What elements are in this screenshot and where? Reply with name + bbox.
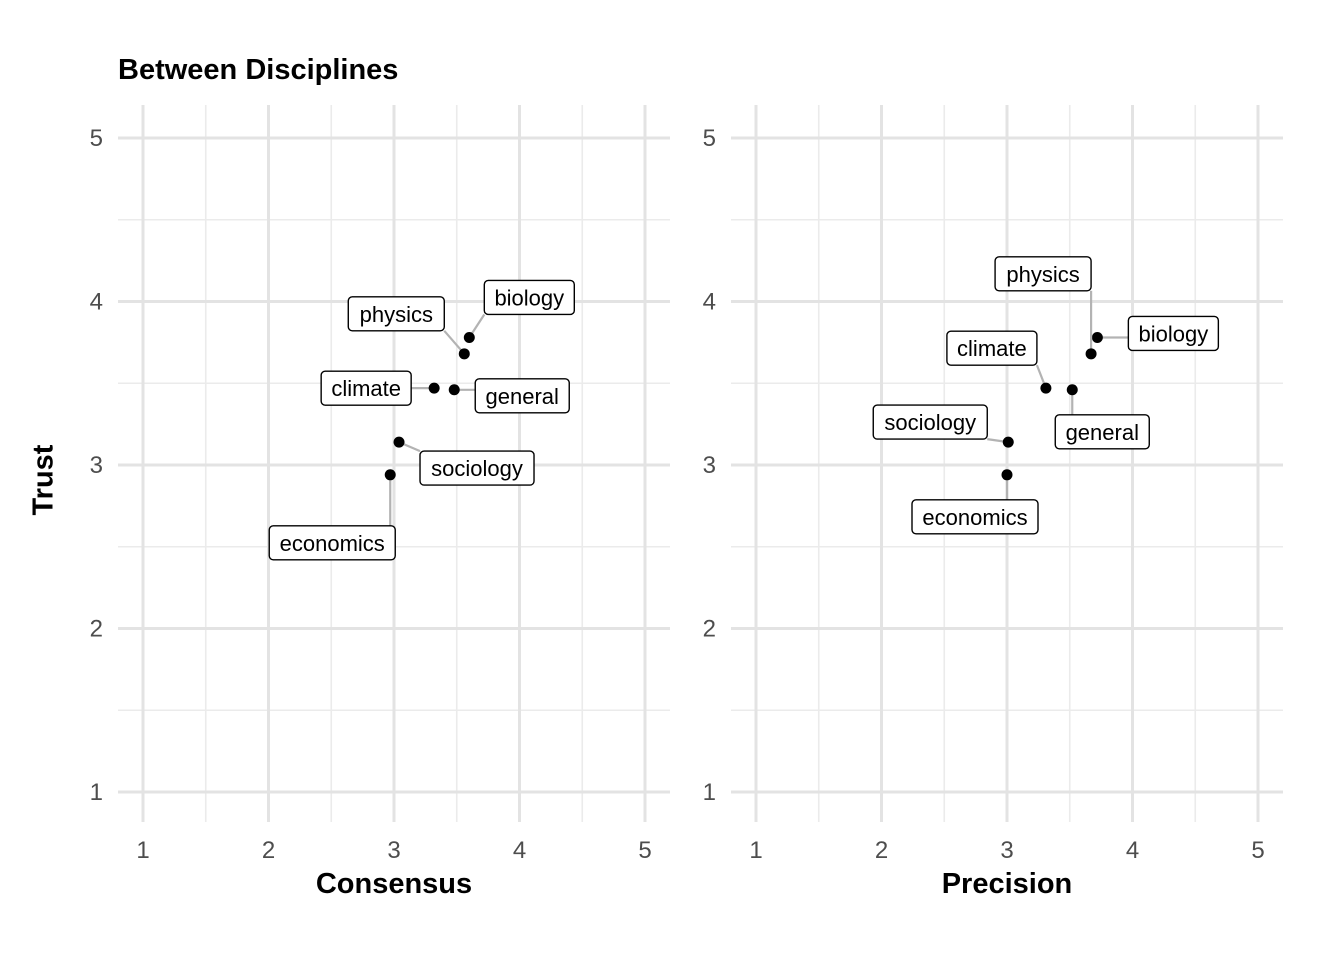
label-box-climate — [320, 370, 412, 406]
data-point-economics — [1001, 469, 1013, 481]
panel-precision: 1 2 3 4 5 1 2 3 4 5 Precision biology physics climate… — [703, 105, 1283, 900]
label-box-sociology — [419, 450, 535, 486]
x-tick-label: 4 — [513, 837, 526, 864]
y-tick-label: 5 — [703, 125, 716, 152]
x-tick-label: 5 — [1251, 837, 1264, 864]
x-tick-label: 1 — [136, 837, 149, 864]
x-tick-label: 2 — [262, 837, 275, 864]
point-label-general: general — [486, 384, 559, 409]
label-box-economics — [911, 499, 1039, 535]
point-label-climate: climate — [331, 376, 401, 401]
x-tick-label: 4 — [1126, 837, 1139, 864]
data-point-biology — [463, 331, 475, 343]
data-point-physics — [1085, 348, 1097, 360]
y-tick-label: 3 — [703, 452, 716, 479]
chart-title: Between Disciplines — [118, 54, 399, 86]
y-tick-label: 4 — [90, 289, 103, 316]
data-point-sociology — [1002, 436, 1014, 448]
x-tick-label: 3 — [1000, 837, 1013, 864]
point-label-biology: biology — [1139, 321, 1209, 346]
x-axis-label: Consensus — [316, 868, 472, 900]
y-tick-label: 4 — [703, 289, 716, 316]
data-point-climate — [1040, 382, 1052, 394]
point-label-sociology: sociology — [431, 456, 523, 481]
point-label-physics: physics — [1006, 262, 1079, 287]
data-point-sociology — [393, 436, 405, 448]
y-tick-label: 2 — [90, 616, 103, 643]
data-point-climate — [428, 382, 440, 394]
x-axis-label: Precision — [942, 868, 1073, 900]
point-label-general: general — [1066, 420, 1139, 445]
point-label-physics: physics — [360, 302, 433, 327]
label-box-general — [1054, 414, 1150, 450]
label-box-climate — [946, 330, 1038, 366]
point-label-sociology: sociology — [884, 410, 976, 435]
label-box-physics — [994, 256, 1092, 292]
x-tick-label: 3 — [387, 837, 400, 864]
x-tick-label: 2 — [875, 837, 888, 864]
x-tick-label: 5 — [638, 837, 651, 864]
label-box-economics — [268, 525, 396, 561]
data-point-biology — [1091, 331, 1103, 343]
data-point-general — [448, 384, 460, 396]
y-tick-label: 2 — [703, 616, 716, 643]
point-label-economics: economics — [280, 531, 385, 556]
y-tick-label: 1 — [703, 779, 716, 806]
data-point-general — [1066, 384, 1078, 396]
label-box-biology — [1127, 315, 1220, 352]
point-label-biology: biology — [494, 285, 564, 310]
point-label-economics: economics — [922, 505, 1027, 530]
label-box-general — [474, 378, 570, 414]
panel-consensus: 1 2 3 4 5 1 2 3 4 5 Consensus biology physics climate… — [90, 105, 670, 900]
data-point-physics — [458, 348, 470, 360]
label-box-biology — [483, 279, 575, 316]
label-box-physics — [347, 296, 445, 332]
y-tick-label: 5 — [90, 125, 103, 152]
point-label-climate: climate — [957, 336, 1027, 361]
data-point-economics — [384, 469, 396, 481]
x-tick-label: 1 — [749, 837, 762, 864]
y-tick-label: 3 — [90, 452, 103, 479]
label-box-sociology — [872, 404, 988, 440]
y-tick-label: 1 — [90, 779, 103, 806]
